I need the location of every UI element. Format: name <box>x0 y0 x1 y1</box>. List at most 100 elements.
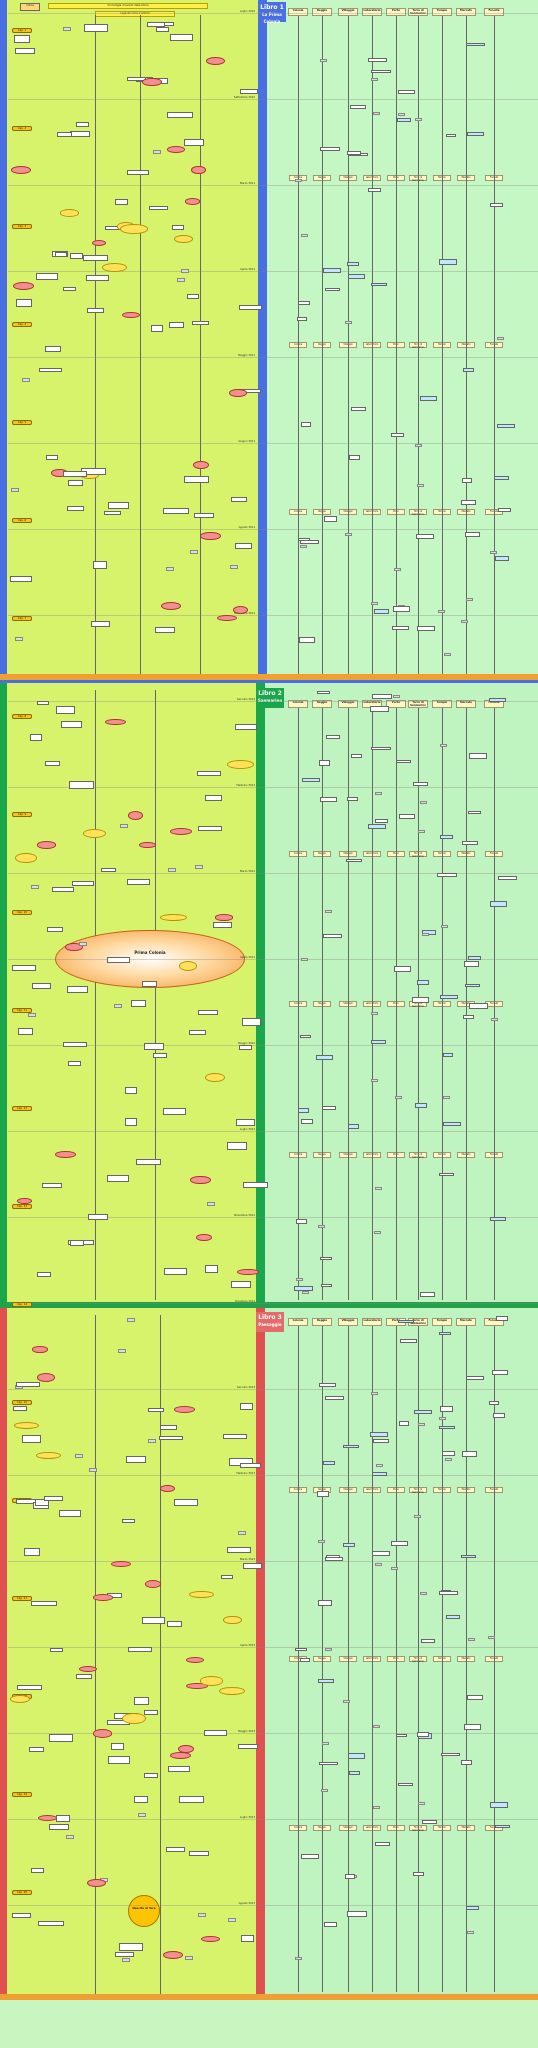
event-box[interactable] <box>369 1432 389 1438</box>
event-box[interactable] <box>395 1733 407 1738</box>
event-box[interactable] <box>301 777 321 783</box>
event-red-node[interactable] <box>127 811 143 820</box>
event-box[interactable] <box>391 432 405 438</box>
event-box[interactable] <box>494 476 510 480</box>
event-marker[interactable] <box>181 269 190 274</box>
event-box[interactable] <box>162 508 189 514</box>
event-box[interactable] <box>104 511 122 516</box>
event-box[interactable] <box>371 1040 387 1045</box>
event-box[interactable] <box>461 840 478 845</box>
event-red-node[interactable] <box>104 718 126 726</box>
event-marker[interactable] <box>438 609 446 613</box>
event-marker[interactable] <box>392 695 400 699</box>
chapter-tag[interactable]: Cap. 3 <box>12 224 32 229</box>
event-box[interactable] <box>440 835 454 839</box>
event-box[interactable] <box>30 1868 45 1874</box>
event-marker[interactable] <box>190 549 199 554</box>
event-box[interactable] <box>391 1541 409 1546</box>
event-marker[interactable] <box>66 1835 75 1840</box>
event-box[interactable] <box>439 994 458 999</box>
event-box[interactable] <box>148 1407 165 1413</box>
event-marker[interactable] <box>10 487 19 492</box>
event-box[interactable] <box>227 1141 248 1150</box>
event-marker[interactable] <box>466 597 474 601</box>
event-box[interactable] <box>141 1617 166 1625</box>
event-box[interactable] <box>320 797 338 803</box>
event-box[interactable] <box>186 293 199 299</box>
event-red-node[interactable] <box>229 388 247 397</box>
event-red-node[interactable] <box>37 1814 57 1821</box>
event-box[interactable] <box>84 23 108 32</box>
event-box[interactable] <box>223 1433 248 1439</box>
event-box[interactable] <box>421 1639 435 1643</box>
event-box[interactable] <box>466 43 485 47</box>
event-marker[interactable] <box>127 1317 136 1322</box>
event-red-node[interactable] <box>65 942 83 951</box>
event-box[interactable] <box>69 253 83 260</box>
event-box[interactable] <box>467 810 481 815</box>
event-box[interactable] <box>163 1268 187 1276</box>
chapter-tag[interactable]: Cap. 11 <box>12 1008 32 1013</box>
event-marker[interactable] <box>375 1463 383 1467</box>
event-box[interactable] <box>493 1413 505 1418</box>
event-box[interactable] <box>460 499 476 506</box>
event-box[interactable] <box>131 999 146 1007</box>
event-box[interactable] <box>325 1557 343 1562</box>
event-marker[interactable] <box>413 1515 421 1519</box>
event-box[interactable] <box>460 1555 476 1559</box>
event-marker[interactable] <box>301 1291 309 1295</box>
event-box[interactable] <box>153 1053 167 1058</box>
event-box[interactable] <box>344 1874 355 1879</box>
chapter-tag[interactable]: Cap. 4 <box>12 322 32 327</box>
event-box[interactable] <box>239 1463 261 1469</box>
event-box[interactable] <box>421 930 437 936</box>
event-box[interactable] <box>347 150 362 156</box>
event-red-node[interactable] <box>87 1878 106 1887</box>
event-box[interactable] <box>464 531 481 537</box>
event-box[interactable] <box>351 407 366 411</box>
event-box[interactable] <box>12 965 36 972</box>
event-marker[interactable] <box>489 551 497 555</box>
event-box[interactable] <box>371 1472 388 1477</box>
event-box[interactable] <box>318 1382 337 1388</box>
event-box[interactable] <box>155 27 169 33</box>
chapter-tag[interactable]: Cap. 6 <box>12 518 32 523</box>
event-marker[interactable] <box>414 118 422 122</box>
event-box[interactable] <box>191 321 209 326</box>
chapter-tag[interactable]: Cap. 1 <box>12 28 32 33</box>
event-marker[interactable] <box>167 867 176 872</box>
event-box[interactable] <box>54 252 68 258</box>
event-box[interactable] <box>370 706 389 713</box>
event-marker[interactable] <box>372 1725 380 1729</box>
event-box[interactable] <box>24 1548 40 1557</box>
event-box[interactable] <box>238 1045 252 1050</box>
event-box[interactable] <box>397 1319 414 1324</box>
event-marker[interactable] <box>375 791 383 795</box>
event-box[interactable] <box>297 1107 310 1114</box>
event-box[interactable] <box>154 627 176 633</box>
event-marker[interactable] <box>138 1812 147 1817</box>
event-marker[interactable] <box>398 112 406 116</box>
event-box[interactable] <box>88 1214 109 1221</box>
event-box[interactable] <box>166 1846 186 1853</box>
event-box[interactable] <box>398 1421 410 1427</box>
event-box[interactable] <box>10 576 33 582</box>
event-marker[interactable] <box>295 1278 303 1282</box>
event-marker[interactable] <box>370 1391 378 1395</box>
event-box[interactable] <box>242 1563 262 1570</box>
event-box[interactable] <box>461 478 472 483</box>
chapter-tag[interactable]: Cap. 20 <box>12 1890 32 1895</box>
event-box[interactable] <box>374 609 390 614</box>
event-box[interactable] <box>440 1752 460 1756</box>
event-box[interactable] <box>63 470 88 478</box>
event-marker[interactable] <box>443 1095 451 1099</box>
event-box[interactable] <box>127 1647 153 1653</box>
event-box[interactable] <box>22 1434 41 1443</box>
event-box[interactable] <box>489 901 508 908</box>
event-box[interactable] <box>41 1182 62 1189</box>
event-box[interactable] <box>392 605 410 612</box>
event-box[interactable] <box>374 818 388 823</box>
event-box[interactable] <box>37 1272 51 1278</box>
event-box[interactable] <box>496 1316 509 1322</box>
event-box[interactable] <box>203 1729 227 1736</box>
